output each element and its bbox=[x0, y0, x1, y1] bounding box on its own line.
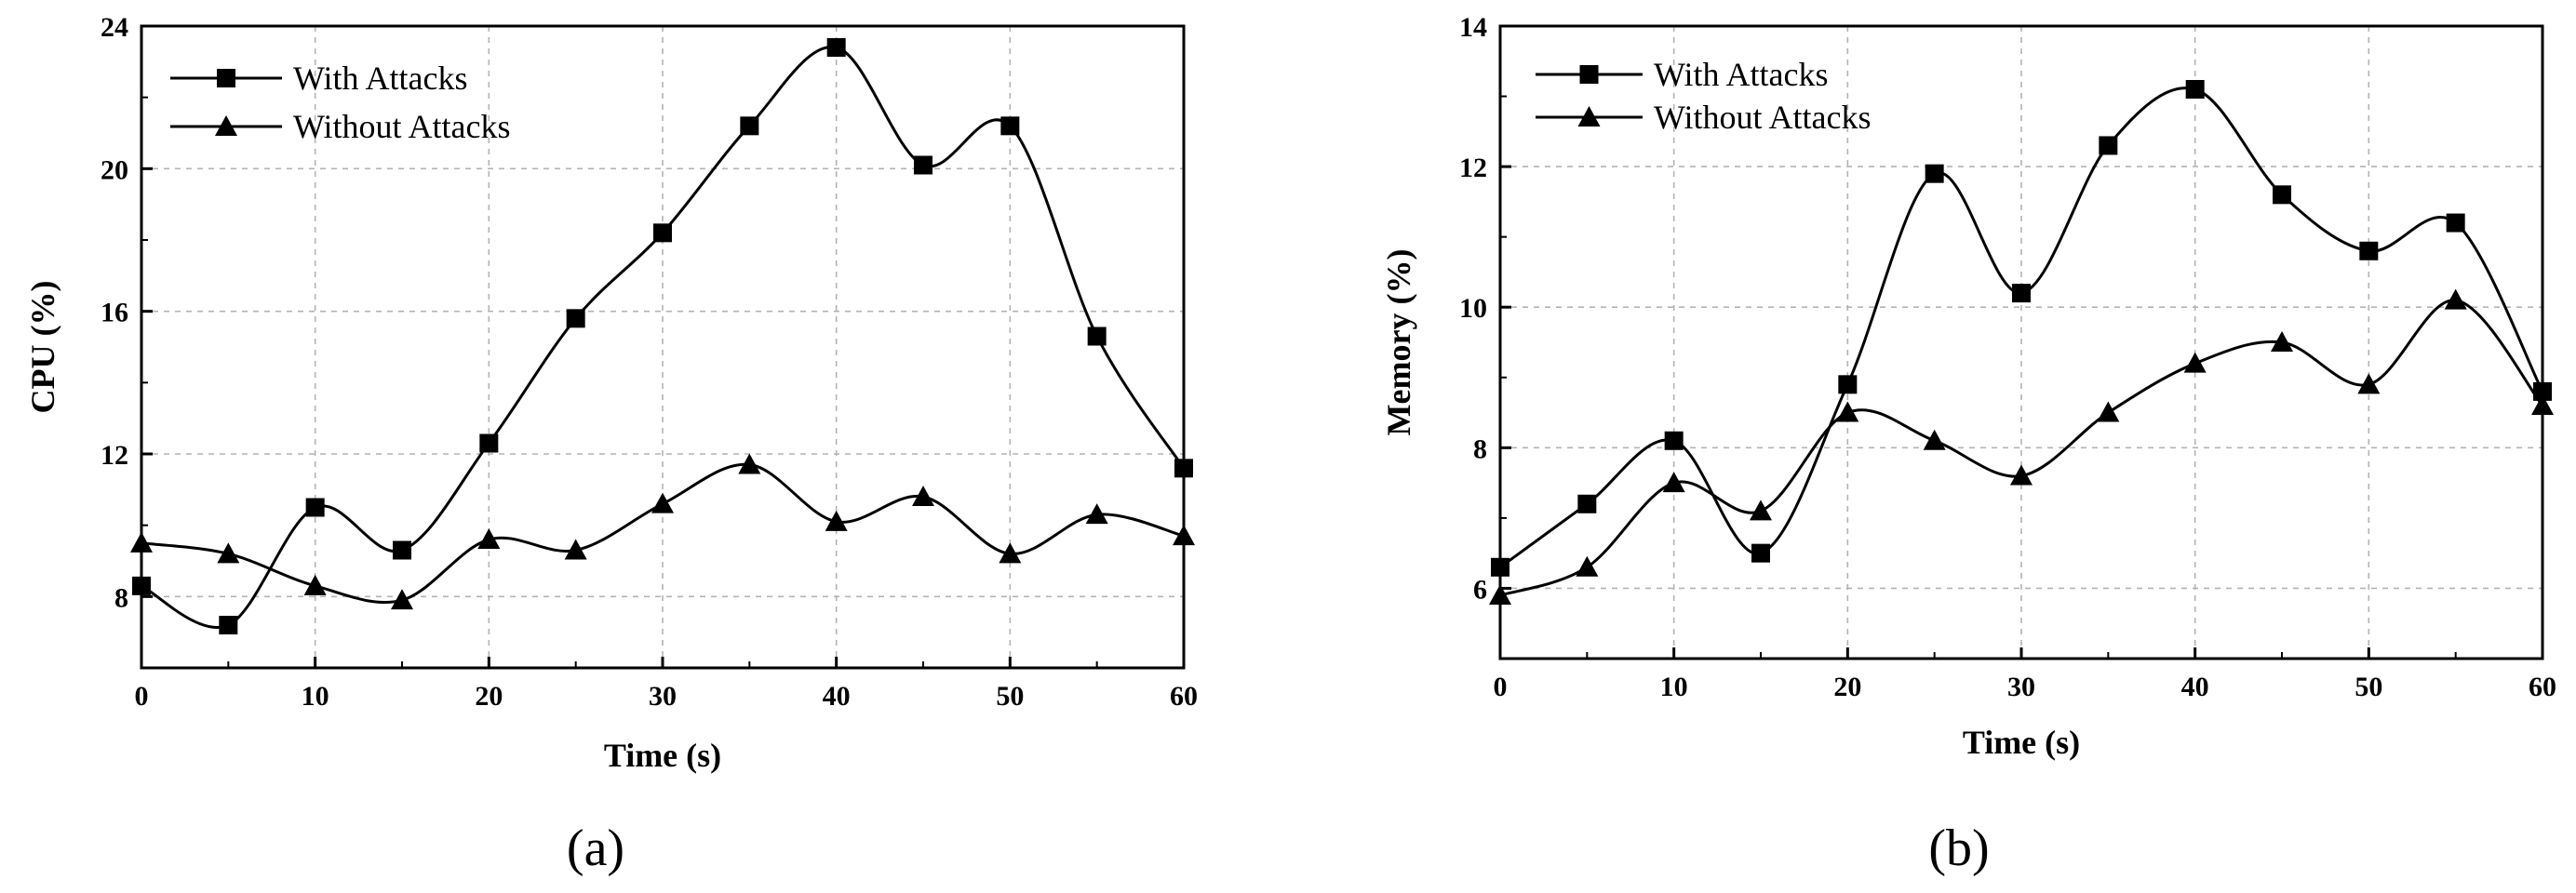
data-point-with-attacks bbox=[1838, 375, 1858, 394]
data-point-with-attacks bbox=[2359, 241, 2379, 260]
x-tick-label: 0 bbox=[1494, 672, 1508, 702]
legend-label: Without Attacks bbox=[293, 108, 511, 145]
x-tick-label: 60 bbox=[2529, 672, 2556, 702]
x-tick-label: 40 bbox=[823, 681, 851, 712]
data-point-without-attacks bbox=[2271, 331, 2293, 352]
x-tick-label: 0 bbox=[135, 681, 149, 712]
data-point-with-attacks bbox=[1000, 116, 1020, 136]
legend-label: With Attacks bbox=[1654, 56, 1829, 93]
data-point-without-attacks bbox=[651, 492, 674, 513]
series-markers bbox=[130, 38, 1195, 634]
axis-tick-labels: 0 10 20 30 40 50 60 8 12 16 20 24 bbox=[101, 12, 1198, 712]
data-point-with-attacks bbox=[1664, 431, 1684, 450]
legend-marker bbox=[1579, 65, 1599, 84]
chart-panel-b: 0 10 20 30 40 50 60 6 8 10 12 14 Time (s) Memory (%… bbox=[1380, 12, 2556, 877]
x-tick-label: 40 bbox=[2181, 672, 2209, 702]
x-tick-label: 10 bbox=[1660, 672, 1688, 702]
data-point-without-attacks bbox=[1836, 401, 1859, 422]
legend-marker bbox=[215, 115, 237, 136]
data-point-without-attacks bbox=[2183, 352, 2207, 373]
data-point-without-attacks bbox=[1662, 472, 1685, 493]
y-tick-label: 10 bbox=[1459, 293, 1487, 324]
data-point-with-attacks bbox=[653, 223, 672, 243]
y-axis-title: Memory (%) bbox=[1380, 249, 1417, 436]
data-point-with-attacks bbox=[1751, 543, 1770, 563]
data-point-without-attacks bbox=[2357, 373, 2381, 394]
data-point-with-attacks bbox=[2012, 284, 2031, 303]
data-point-with-attacks bbox=[479, 433, 499, 453]
y-tick-label: 14 bbox=[1459, 12, 1487, 43]
data-point-with-attacks bbox=[219, 616, 238, 634]
data-point-without-attacks bbox=[2097, 401, 2120, 422]
x-tick-label: 30 bbox=[649, 681, 677, 712]
legend-item: Without Attacks bbox=[1536, 99, 1872, 136]
legend-label: With Attacks bbox=[293, 60, 468, 97]
data-point-with-attacks bbox=[1087, 327, 1107, 346]
data-point-without-attacks bbox=[738, 453, 761, 474]
y-tick-label: 8 bbox=[1473, 433, 1487, 464]
x-tick-label: 10 bbox=[302, 681, 329, 712]
data-point-without-attacks bbox=[391, 589, 413, 610]
data-point-without-attacks bbox=[999, 542, 1022, 564]
data-point-without-attacks bbox=[564, 539, 587, 560]
legend: With Attacks Without Attacks bbox=[170, 60, 511, 145]
data-point-without-attacks bbox=[1576, 555, 1599, 577]
data-point-without-attacks bbox=[303, 574, 327, 595]
data-point-with-attacks bbox=[740, 116, 759, 136]
data-point-with-attacks bbox=[305, 498, 325, 517]
data-point-without-attacks bbox=[2444, 288, 2467, 310]
x-tick-label: 50 bbox=[2355, 672, 2382, 702]
data-point-without-attacks bbox=[477, 528, 501, 549]
y-tick-label: 20 bbox=[101, 154, 128, 185]
data-point-without-attacks bbox=[1923, 429, 1946, 450]
axis-ticks bbox=[1498, 24, 2544, 659]
data-point-without-attacks bbox=[912, 486, 934, 506]
legend-label: Without Attacks bbox=[1654, 99, 1872, 136]
axis-tick-labels: 0 10 20 30 40 50 60 6 8 10 12 14 bbox=[1459, 12, 2556, 702]
x-tick-label: 20 bbox=[475, 681, 503, 712]
axis-ticks bbox=[140, 24, 1186, 668]
x-tick-label: 50 bbox=[996, 681, 1024, 712]
data-point-without-attacks bbox=[1750, 500, 1772, 521]
x-tick-label: 30 bbox=[2007, 672, 2035, 702]
data-point-without-attacks bbox=[1085, 503, 1108, 525]
y-tick-label: 16 bbox=[101, 298, 128, 328]
legend-item: With Attacks bbox=[170, 60, 468, 97]
data-point-with-attacks bbox=[1577, 494, 1597, 513]
legend-marker bbox=[217, 69, 235, 87]
data-point-with-attacks bbox=[914, 155, 932, 175]
y-axis-title: CPU (%) bbox=[24, 281, 61, 414]
legend-item: With Attacks bbox=[1536, 56, 1829, 93]
data-point-without-attacks bbox=[2010, 464, 2033, 486]
data-point-with-attacks bbox=[826, 38, 846, 57]
data-point-with-attacks bbox=[2099, 136, 2118, 155]
legend: With Attacks Without Attacks bbox=[1536, 56, 1872, 136]
data-point-without-attacks bbox=[217, 542, 240, 564]
data-point-with-attacks bbox=[2273, 185, 2291, 205]
y-tick-label: 24 bbox=[101, 12, 128, 43]
x-tick-label: 60 bbox=[1170, 681, 1198, 712]
data-point-with-attacks bbox=[2446, 213, 2465, 233]
data-point-with-attacks bbox=[393, 540, 411, 560]
data-point-with-attacks bbox=[566, 309, 585, 328]
data-point-without-attacks bbox=[825, 510, 848, 531]
x-axis-title: Time (s) bbox=[1963, 724, 2080, 761]
y-tick-label: 8 bbox=[114, 582, 128, 613]
panel-label: (a) bbox=[567, 820, 624, 877]
data-point-with-attacks bbox=[1925, 164, 1944, 183]
data-point-with-attacks bbox=[2185, 80, 2205, 99]
x-tick-label: 20 bbox=[1833, 672, 1861, 702]
panel-label: (b) bbox=[1928, 820, 1989, 877]
gridlines bbox=[1500, 26, 2542, 659]
y-tick-label: 6 bbox=[1473, 574, 1487, 605]
legend-marker bbox=[1577, 106, 1601, 127]
legend-item: Without Attacks bbox=[170, 108, 511, 145]
y-tick-label: 12 bbox=[1459, 153, 1487, 183]
x-axis-title: Time (s) bbox=[604, 737, 721, 774]
y-tick-label: 12 bbox=[101, 440, 128, 471]
